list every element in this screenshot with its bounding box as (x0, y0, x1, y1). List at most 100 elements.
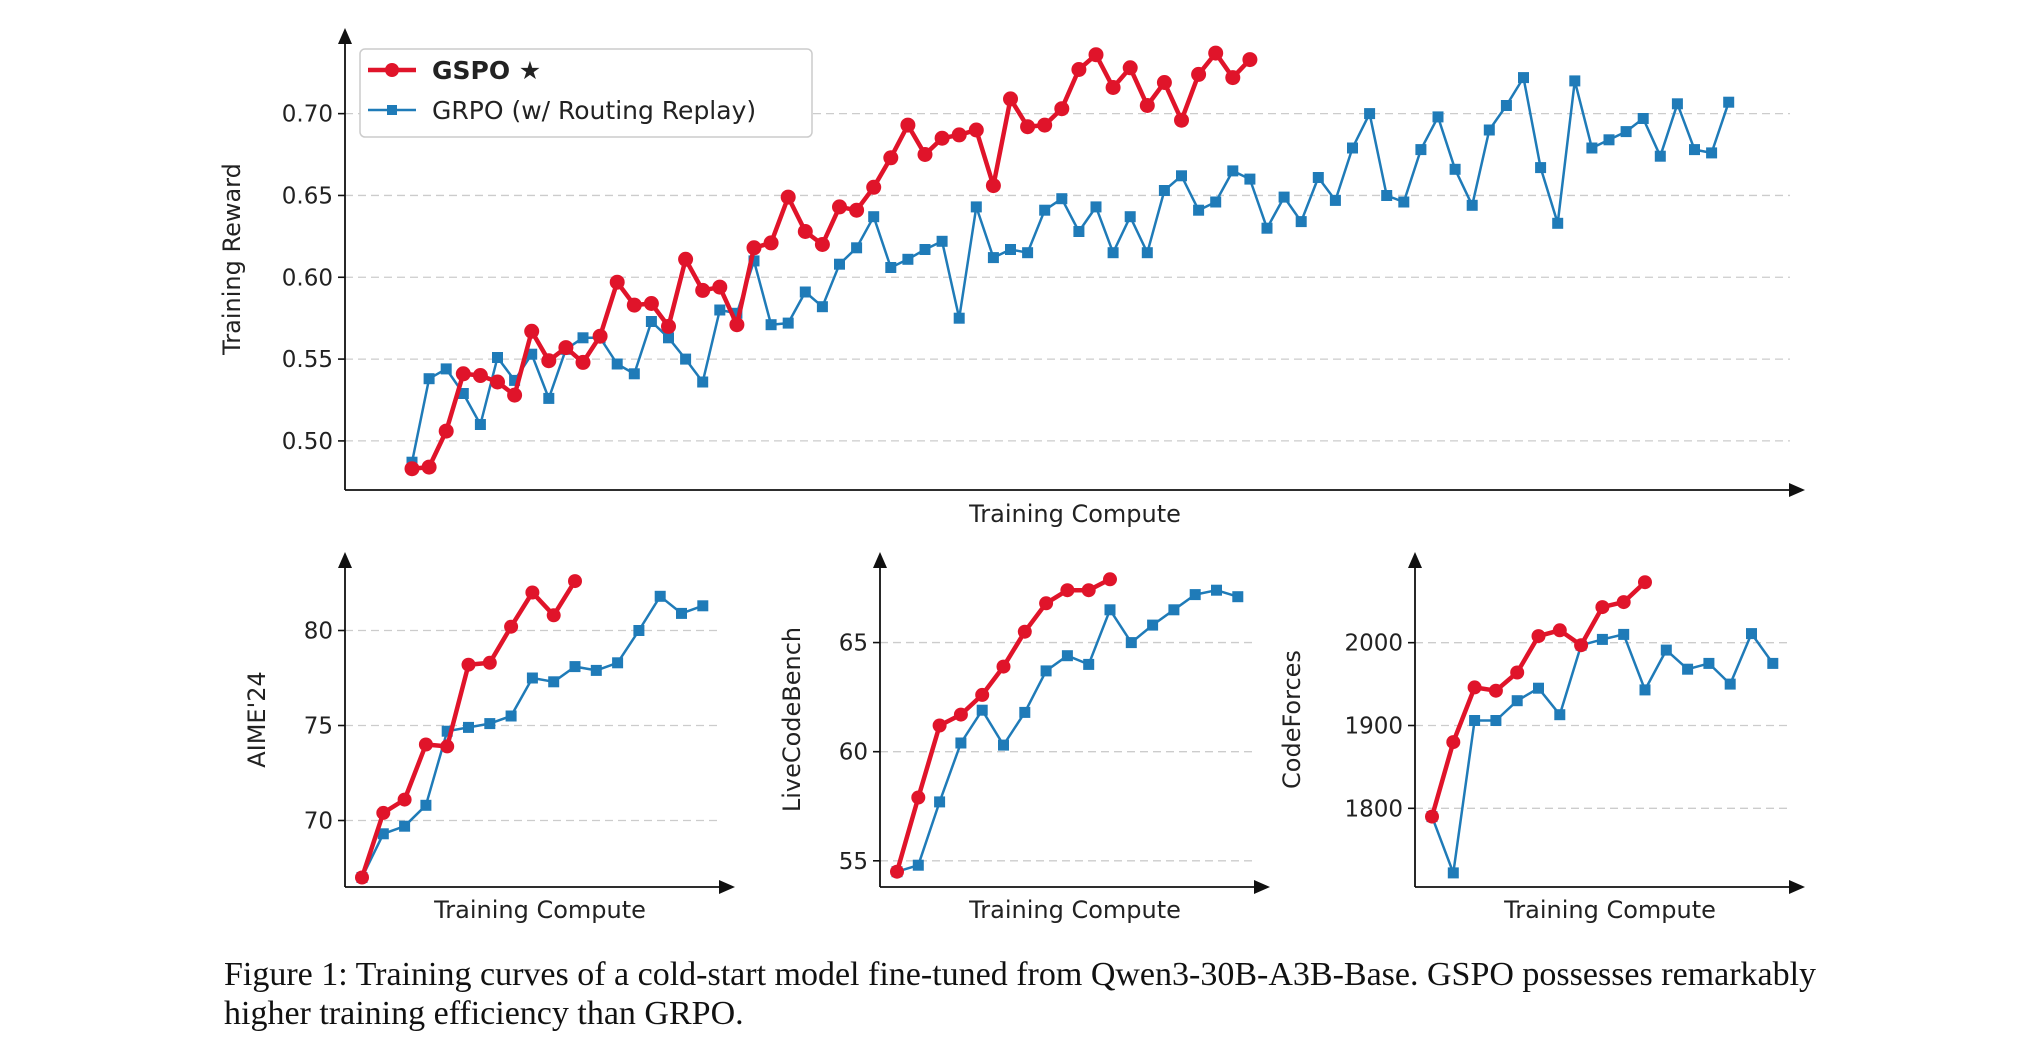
gspo-point (1037, 117, 1053, 133)
grpo-point (1511, 695, 1523, 707)
grpo-point (526, 348, 538, 360)
gspo-point (490, 374, 505, 390)
grpo-point (936, 235, 948, 247)
grpo-point (1019, 706, 1031, 718)
grpo-point (1211, 584, 1222, 596)
grpo-point (441, 725, 453, 737)
grpo-point (1746, 628, 1757, 640)
grpo-point (970, 201, 982, 213)
grpo-point (912, 859, 924, 871)
grpo-point (509, 374, 521, 386)
gspo-point (355, 870, 369, 885)
gspo-point (832, 199, 847, 215)
gspo-point (1017, 624, 1032, 639)
grpo-point (934, 796, 946, 808)
y-tick-label: 70 (304, 809, 333, 835)
grpo-point (1312, 172, 1324, 183)
y-tick-label: 1800 (1344, 796, 1403, 822)
grpo-point (1124, 211, 1136, 223)
grpo-point (834, 258, 845, 270)
grpo-point (1469, 715, 1481, 726)
grpo-point (1061, 650, 1073, 662)
grpo-point (1660, 644, 1672, 656)
y-tick-label: 0.60 (282, 265, 333, 291)
grpo-point (998, 739, 1009, 751)
grpo-point (714, 304, 726, 316)
grpo-point (423, 373, 435, 385)
grpo-point (851, 242, 863, 254)
grpo-point (612, 657, 624, 669)
legend-grpo-label: GRPO (w/ Routing Replay) (432, 96, 756, 125)
grpo-point (1620, 126, 1632, 138)
gspo-point (525, 585, 540, 600)
grpo-point (1381, 190, 1393, 201)
grpo-point (1329, 194, 1341, 206)
grpo-point (1767, 657, 1779, 669)
grpo-point (902, 253, 914, 265)
gspo-point (440, 739, 455, 754)
gspo-point (507, 387, 523, 403)
grpo-series-line (896, 588, 1239, 873)
legend-gspo-label: GSPO ★ (432, 56, 541, 85)
grpo-point (1278, 191, 1290, 203)
x-axis-arrow (719, 880, 735, 894)
grpo-point (765, 319, 777, 331)
gspo-point (1225, 70, 1241, 86)
gspo-point (1103, 572, 1117, 587)
gspo-point (643, 296, 659, 311)
gspo-point (883, 150, 899, 166)
gspo-point (780, 189, 796, 205)
grpo-point (816, 301, 828, 313)
grpo-point (1637, 113, 1649, 124)
gspo-point (1595, 600, 1610, 615)
x-axis-label: Training Compute (433, 896, 646, 924)
gspo-point (985, 178, 1001, 194)
panel-codeforces: 1800 1900 2000 Training Compute CodeForces (1278, 552, 1805, 924)
grpo-point (1415, 144, 1427, 156)
grpo-point (1586, 142, 1598, 154)
gspo-point (953, 707, 968, 722)
grpo-point (663, 332, 674, 344)
grpo-point (1569, 75, 1581, 87)
gspo-point (746, 240, 762, 256)
y-tick-label: 1900 (1344, 714, 1403, 740)
gspo-point (461, 657, 476, 672)
legend-gspo-marker (385, 63, 399, 77)
grpo-point (1724, 678, 1736, 690)
grpo-point (457, 388, 469, 399)
grpo-point (492, 352, 503, 363)
grpo-series-line (360, 595, 704, 879)
grpo-point (1596, 633, 1608, 645)
y-axis-arrow (338, 552, 352, 568)
y-tick-label: 0.65 (282, 183, 333, 209)
grpo-point (1347, 142, 1358, 154)
grpo-point (1147, 619, 1159, 631)
gspo-point (558, 340, 574, 356)
gspo-point (890, 864, 904, 879)
grpo-point (868, 211, 880, 223)
gspo-point (996, 659, 1011, 674)
gspo-point (866, 179, 882, 195)
y-tick-label: 55 (839, 849, 868, 875)
gspo-point (1054, 101, 1070, 117)
gspo-point (546, 608, 561, 623)
gspo-point (1039, 596, 1054, 611)
gspo-point (1208, 45, 1224, 61)
grpo-point (526, 672, 538, 684)
legend-box (359, 48, 813, 138)
gspo-point (524, 323, 540, 339)
grpo-point (799, 286, 811, 298)
grpo-point (1244, 173, 1256, 185)
y-tick-label: 2000 (1344, 631, 1403, 657)
grpo-point (505, 710, 517, 722)
grpo-point (1158, 185, 1170, 196)
y-tick-label: 60 (839, 740, 868, 766)
y-tick-label: 65 (839, 631, 868, 657)
figure-caption: Figure 1: Training curves of a cold-star… (224, 956, 1817, 1032)
x-axis-label: Training Compute (968, 896, 1181, 924)
grpo-point (1210, 196, 1222, 208)
grpo-point (1533, 682, 1544, 694)
gspo-point (592, 328, 608, 344)
gspo-point (695, 282, 711, 298)
grpo-point (676, 607, 687, 619)
